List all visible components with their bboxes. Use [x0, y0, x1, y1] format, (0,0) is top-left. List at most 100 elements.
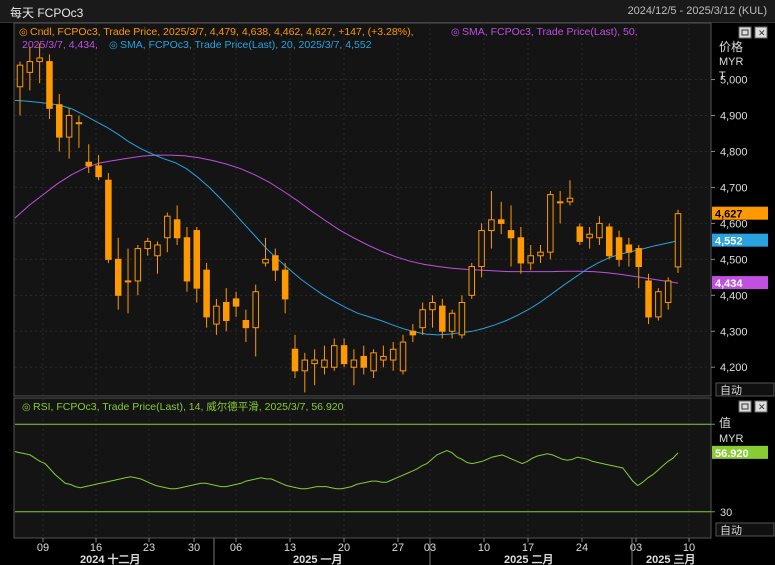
candle-down[interactable]: [105, 179, 112, 260]
candle-down[interactable]: [645, 280, 652, 318]
candle-series: [16, 43, 682, 393]
candle-up[interactable]: [664, 280, 672, 304]
price-tick-label: 4,800: [720, 146, 748, 158]
candle-up[interactable]: [448, 312, 456, 332]
candle-down[interactable]: [291, 348, 299, 372]
candle-up[interactable]: [458, 302, 466, 336]
close-tag-label: 4,627: [715, 209, 743, 221]
legend-rsi-icon: ◎: [22, 402, 31, 413]
candle-down[interactable]: [281, 269, 289, 300]
candle-down[interactable]: [242, 319, 250, 329]
candle-up[interactable]: [527, 255, 534, 264]
price-panel[interactable]: [13, 22, 712, 397]
candle-down[interactable]: [615, 237, 623, 260]
candle-up[interactable]: [26, 61, 34, 73]
candle-up[interactable]: [154, 244, 161, 257]
price-legend: ◎ Cndl, FCPOc3, Trade Price, 2025/3/7, 4…: [19, 26, 638, 51]
candle-down[interactable]: [635, 248, 642, 268]
candle-up[interactable]: [252, 291, 259, 329]
x-tick-label: 23: [143, 542, 155, 554]
candle-down[interactable]: [497, 219, 505, 224]
candle-up[interactable]: [331, 345, 338, 368]
candle-down[interactable]: [340, 345, 348, 365]
auto-scale-button[interactable]: 自动: [715, 382, 775, 397]
price-panel-buttons[interactable]: ✕: [738, 26, 768, 39]
candle-up[interactable]: [144, 240, 151, 250]
legend-sma20-icon: ◎: [109, 40, 118, 51]
auto-scale-box: [715, 382, 775, 397]
candle-down[interactable]: [360, 355, 367, 368]
rsi-restore-button[interactable]: [738, 400, 752, 413]
candle-up[interactable]: [321, 359, 328, 368]
candle-up[interactable]: [419, 309, 426, 329]
rsi-unit-2: MYR: [719, 433, 744, 445]
candle-down[interactable]: [232, 298, 240, 307]
rsi-tag-label: 56.920: [715, 448, 749, 460]
x-tick-label: 17: [522, 542, 534, 554]
candle-down[interactable]: [85, 161, 92, 167]
rsi-line: [14, 449, 679, 490]
candle-up[interactable]: [537, 251, 544, 257]
candle-down[interactable]: [222, 302, 230, 321]
candle-up[interactable]: [213, 305, 220, 325]
candle-up[interactable]: [468, 266, 476, 296]
price-tick-label: 5,000: [720, 75, 748, 87]
candle-down[interactable]: [625, 244, 633, 253]
candle-down[interactable]: [114, 258, 122, 296]
auto-scale-label: 自动: [720, 384, 742, 397]
rsi-auto-scale-box: [715, 522, 775, 537]
candle-up[interactable]: [16, 64, 24, 88]
candle-up[interactable]: [262, 258, 269, 264]
candle-up[interactable]: [399, 341, 407, 372]
candle-down[interactable]: [409, 330, 417, 336]
price-unit-1: 价格: [719, 39, 743, 54]
candle-down[interactable]: [193, 230, 201, 289]
candle-up[interactable]: [566, 197, 574, 203]
rsi-panel-buttons[interactable]: ✕: [738, 400, 768, 413]
candle-up[interactable]: [488, 219, 495, 232]
sma20-line: [14, 99, 679, 336]
candle-up[interactable]: [389, 348, 397, 361]
candle-up[interactable]: [556, 201, 564, 204]
chart-canvas[interactable]: ◎ Cndl, FCPOc3, Trade Price, 2025/3/7, 4…: [0, 22, 775, 565]
candle-down[interactable]: [46, 61, 53, 109]
candle-up[interactable]: [380, 355, 387, 361]
candle-up[interactable]: [164, 215, 171, 239]
candle-up[interactable]: [429, 302, 436, 311]
candle-down[interactable]: [517, 237, 525, 264]
candle-up[interactable]: [301, 359, 309, 372]
candle-down[interactable]: [576, 226, 584, 242]
month-label: 2025 一月: [293, 553, 343, 565]
candle-up[interactable]: [36, 57, 43, 63]
candle-up[interactable]: [370, 352, 377, 372]
candle-up[interactable]: [65, 115, 73, 138]
rsi-auto-scale-button[interactable]: 自动: [715, 522, 775, 537]
candle-down[interactable]: [507, 230, 515, 239]
candle-down[interactable]: [203, 269, 210, 318]
candle-up[interactable]: [586, 233, 593, 239]
candle-up[interactable]: [547, 194, 554, 253]
candle-up[interactable]: [350, 359, 358, 368]
rsi-close-button[interactable]: [754, 400, 768, 413]
sma50-tag-label: 4,434: [715, 278, 743, 290]
candle-up[interactable]: [478, 230, 485, 268]
restore-button[interactable]: [738, 26, 752, 39]
restore-button-inner: [741, 29, 749, 36]
candle-up[interactable]: [75, 122, 83, 125]
candle-down[interactable]: [56, 104, 63, 138]
candle-down[interactable]: [183, 237, 191, 282]
rsi-unit-1: 值: [719, 415, 731, 430]
candle-up[interactable]: [596, 222, 603, 239]
candle-down[interactable]: [95, 165, 102, 178]
rsi-panel[interactable]: [13, 397, 712, 539]
candle-up[interactable]: [124, 280, 132, 283]
candle-down[interactable]: [606, 226, 613, 257]
close-button[interactable]: [754, 26, 768, 39]
candle-down[interactable]: [272, 255, 279, 271]
candle-up[interactable]: [134, 248, 142, 282]
candle-up[interactable]: [655, 291, 662, 318]
candle-up[interactable]: [311, 359, 318, 365]
candle-down[interactable]: [173, 219, 181, 239]
candle-up[interactable]: [674, 213, 682, 268]
candle-down[interactable]: [439, 305, 446, 332]
